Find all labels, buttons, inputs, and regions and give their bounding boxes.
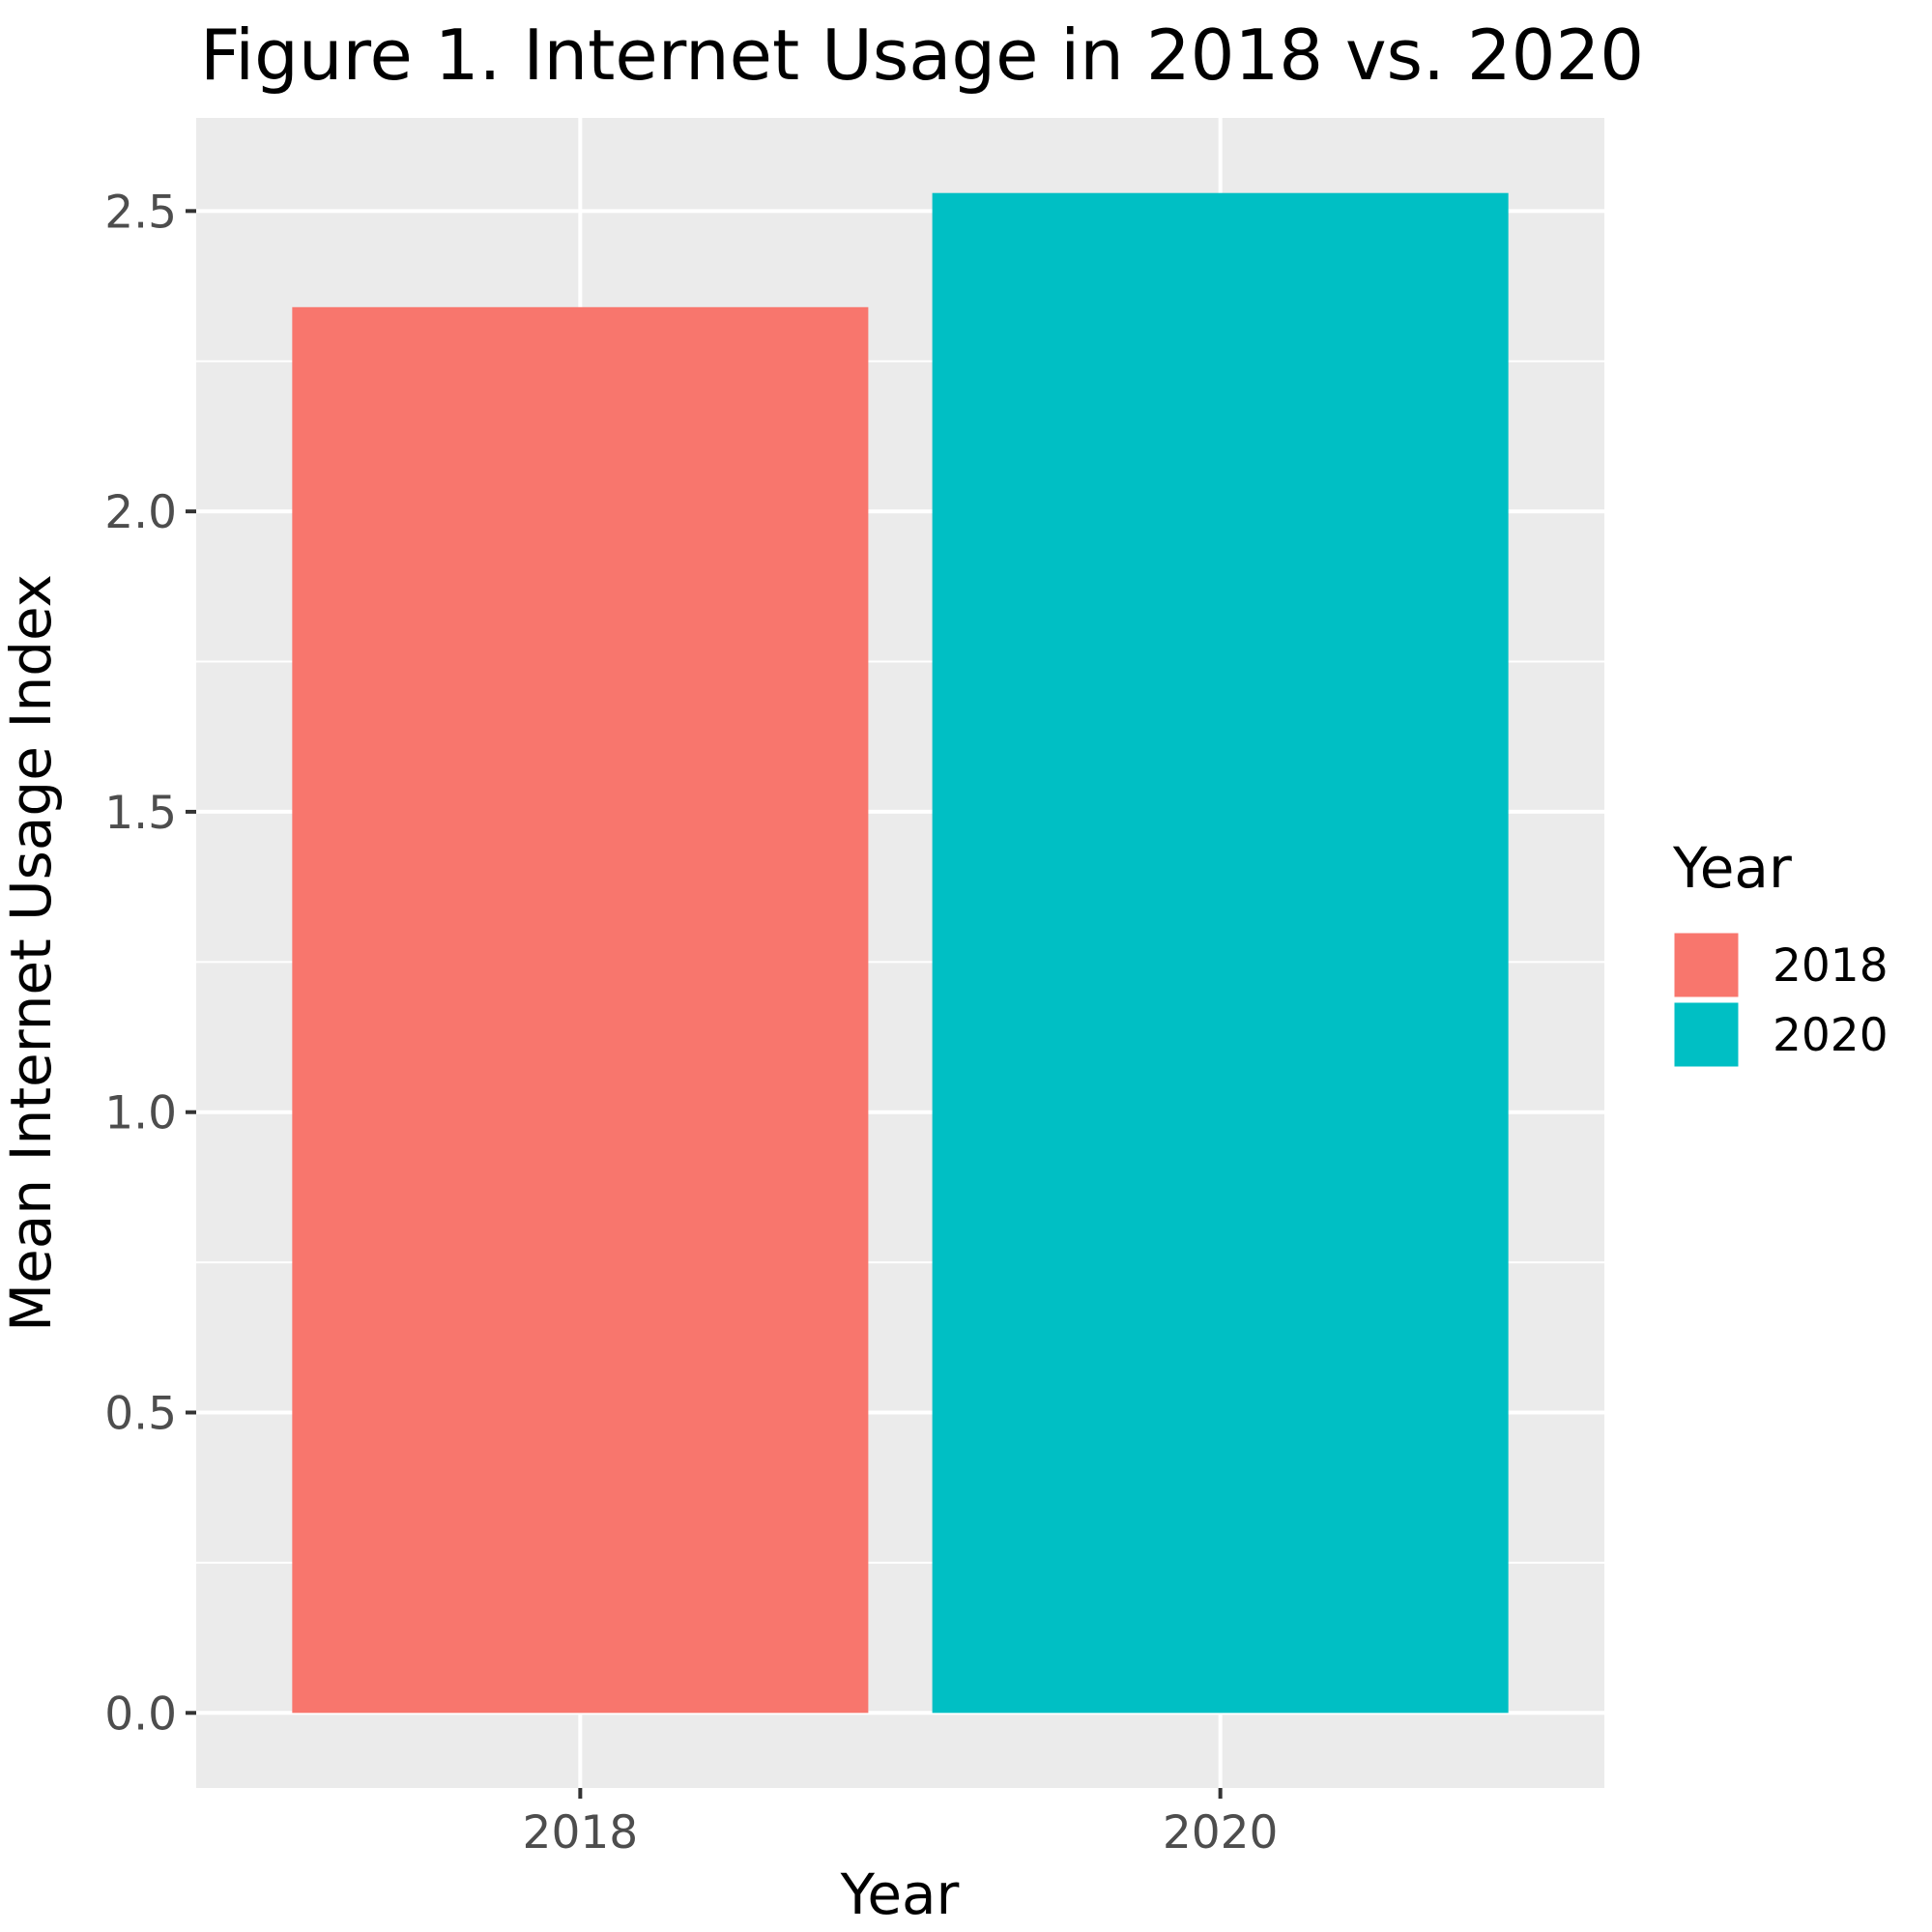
legend: Year 2018 2020: [1671, 835, 1889, 1070]
y-tick-label: 1.0: [104, 1087, 177, 1140]
legend-key-2018: [1671, 930, 1742, 1000]
y-axis-title: Mean Internet Usage Index: [0, 574, 64, 1332]
bar-2018: [292, 306, 869, 1714]
x-axis: 2018 2020: [523, 1788, 1279, 1860]
bar-2020: [932, 192, 1509, 1714]
y-axis: 0.0 0.5 1.0 1.5 2.0 2.5: [104, 186, 196, 1741]
x-axis-title: Year: [840, 1861, 960, 1927]
bars: [292, 192, 1509, 1714]
y-tick-label: 0.5: [104, 1388, 177, 1441]
legend-label-2018: 2018: [1773, 939, 1889, 993]
legend-label-2020: 2020: [1773, 1009, 1889, 1062]
legend-title: Year: [1672, 835, 1792, 901]
y-tick-label: 2.5: [104, 186, 177, 239]
legend-key-2020: [1671, 999, 1742, 1070]
plot-panel: [196, 118, 1604, 1788]
x-tick-label: 2018: [523, 1806, 639, 1860]
y-tick-label: 1.5: [104, 787, 177, 840]
x-tick-label: 2020: [1163, 1806, 1279, 1860]
y-tick-label: 2.0: [104, 486, 177, 539]
y-tick-label: 0.0: [104, 1687, 177, 1741]
chart-title: Figure 1. Internet Usage in 2018 vs. 202…: [200, 14, 1644, 96]
legend-entries: 2018 2020: [1671, 930, 1889, 1070]
